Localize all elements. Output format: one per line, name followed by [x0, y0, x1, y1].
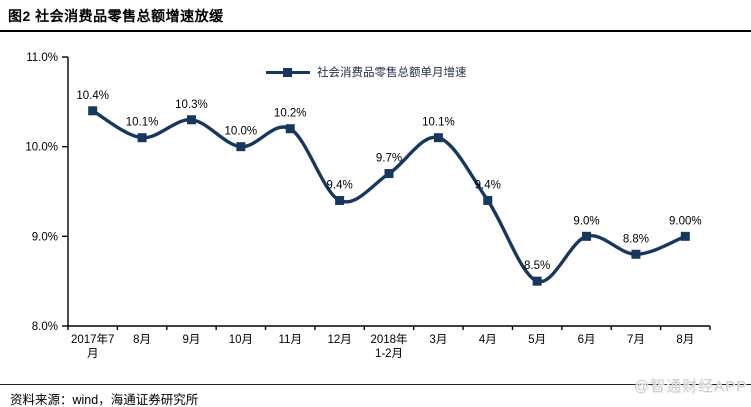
x-tick-label: 2018年: [370, 332, 407, 346]
x-tick-label: 5月: [528, 334, 546, 346]
data-point: [631, 249, 641, 259]
data-point: [384, 169, 394, 179]
y-tick-label: 11.0%: [26, 52, 58, 64]
y-tick-label: 9.0%: [32, 231, 58, 243]
data-point: [137, 133, 147, 143]
title-underline: [0, 30, 751, 32]
legend-square-icon: [283, 67, 292, 77]
data-point: [532, 276, 542, 286]
data-point: [680, 231, 690, 241]
data-point: [236, 142, 246, 152]
data-label: 9.7%: [376, 153, 402, 165]
data-label: 10.4%: [76, 90, 109, 102]
data-point: [88, 106, 98, 116]
x-tick-label: 2017年7: [71, 332, 114, 346]
source-note: 资料来源：wind，海通证券研究所: [10, 393, 199, 407]
data-point: [285, 124, 295, 134]
x-tick-label: 9月: [183, 334, 201, 346]
x-tick-label: 11月: [279, 334, 302, 346]
data-point: [335, 195, 345, 205]
chart-legend: 社会消费品零售总额单月增速: [266, 64, 467, 80]
data-label: 9.4%: [475, 179, 501, 191]
watermark: @智通财经APP: [633, 378, 747, 395]
x-tick-label: 1-2月: [375, 348, 403, 360]
x-tick-label: 8月: [133, 334, 151, 346]
x-tick-label: 7月: [627, 334, 645, 346]
data-label: 10.0%: [225, 126, 258, 138]
legend-label: 社会消费品零售总额单月增速: [317, 67, 467, 79]
data-point: [582, 231, 592, 241]
chart-area: 11.0% 10.0% 9.0% 8.0% 2017年7 月 8月 9月 10月 11月 12月 20…: [0, 45, 751, 380]
legend-line-marker-icon: [266, 67, 310, 77]
data-label: 9.4%: [327, 179, 353, 191]
x-tick-label: 6月: [578, 334, 596, 346]
data-label: 8.5%: [524, 260, 550, 272]
x-tick-label: 月: [87, 348, 99, 360]
x-tick-label: 4月: [479, 334, 497, 346]
x-tick-label: 8月: [676, 334, 694, 346]
line-chart: 11.0% 10.0% 9.0% 8.0% 2017年7 月 8月 9月 10月 11月 12月 20…: [25, 52, 711, 360]
figure-title: 图2 社会消费品零售总额增速放缓: [8, 8, 224, 24]
data-label: 8.8%: [623, 233, 649, 245]
y-tick-label: 8.0%: [32, 321, 58, 333]
data-label: 10.1%: [422, 117, 455, 129]
data-label: 9.0%: [573, 215, 599, 227]
data-point: [186, 115, 196, 125]
y-tick-label: 10.0%: [25, 142, 58, 154]
data-label: 10.3%: [175, 99, 208, 111]
data-label: 10.2%: [274, 108, 307, 120]
series-line: [91, 109, 687, 284]
data-point: [433, 133, 443, 143]
x-tick-label: 12月: [327, 334, 351, 346]
bottom-divider: [0, 384, 751, 385]
data-label: 9.00%: [669, 215, 702, 227]
data-point: [483, 195, 493, 205]
data-label: 10.1%: [126, 117, 159, 129]
x-tick-label: 3月: [429, 334, 447, 346]
x-tick-label: 10月: [229, 334, 253, 346]
